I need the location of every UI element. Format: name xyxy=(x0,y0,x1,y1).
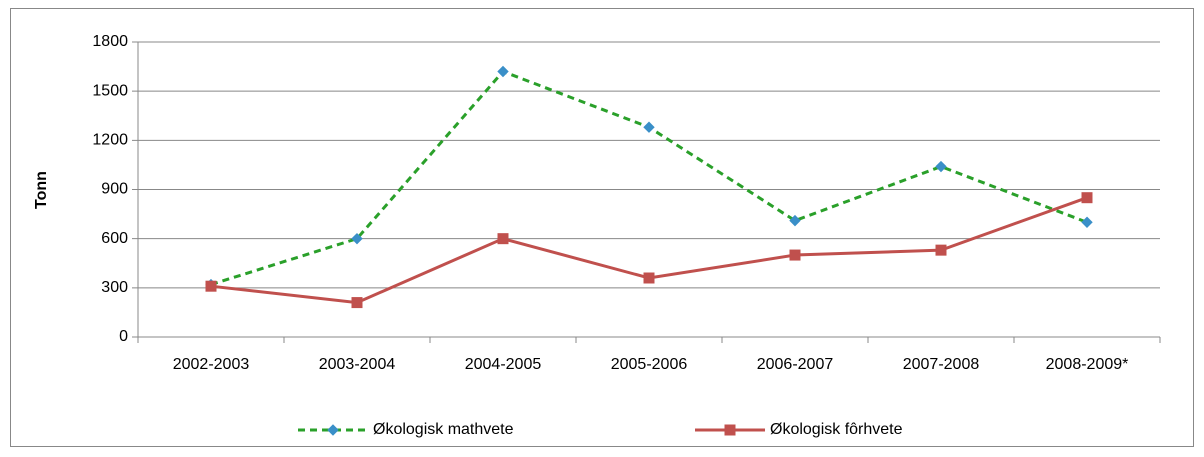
chart-frame xyxy=(10,8,1194,447)
y-tick-label: 300 xyxy=(101,279,128,296)
data-point xyxy=(205,280,217,292)
x-tick-label: 2002-2003 xyxy=(173,356,250,373)
data-point xyxy=(643,272,655,284)
y-tick-label: 1800 xyxy=(92,33,128,50)
legend-label: Økologisk fôrhvete xyxy=(770,421,903,438)
y-tick-label: 0 xyxy=(119,328,128,345)
y-tick-label: 600 xyxy=(101,230,128,247)
data-point xyxy=(497,65,509,78)
x-tick-label: 2005-2006 xyxy=(611,356,688,373)
y-tick-label: 900 xyxy=(101,181,128,198)
x-tick-label: 2006-2007 xyxy=(757,356,834,373)
legend-marker xyxy=(724,424,736,436)
data-point xyxy=(789,214,801,227)
x-tick-label: 2003-2004 xyxy=(319,356,396,373)
legend-marker xyxy=(327,424,339,436)
x-tick-label: 2004-2005 xyxy=(465,356,542,373)
data-point xyxy=(1081,192,1093,204)
data-point xyxy=(351,297,363,309)
data-point xyxy=(497,233,509,245)
data-point xyxy=(643,121,655,133)
data-point xyxy=(935,244,947,256)
data-point xyxy=(1081,216,1093,228)
legend-label: Økologisk mathvete xyxy=(373,421,514,438)
data-point xyxy=(935,160,947,173)
x-tick-label: 2008-2009* xyxy=(1046,356,1129,373)
data-point xyxy=(789,249,801,261)
x-tick-label: 2007-2008 xyxy=(903,356,980,373)
y-tick-label: 1500 xyxy=(92,82,128,99)
y-axis-label: Tonn xyxy=(33,171,50,209)
data-point xyxy=(351,232,363,245)
y-tick-label: 1200 xyxy=(92,132,128,149)
